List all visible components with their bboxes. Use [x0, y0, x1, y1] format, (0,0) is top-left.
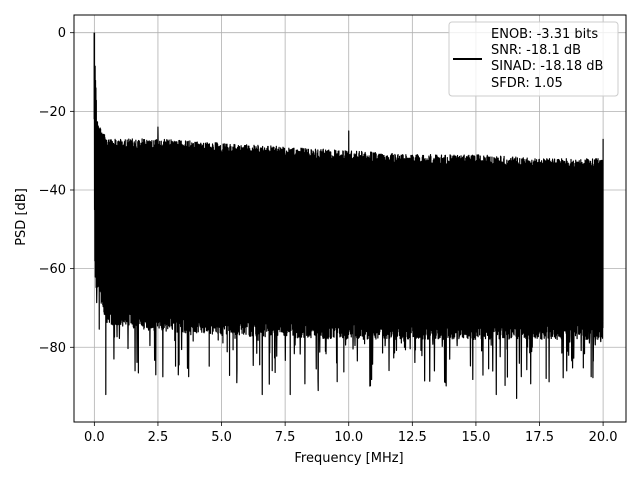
- x-tick-label: 10.0: [334, 430, 363, 445]
- x-axis: 0.0 2.5 5.0 7.5 10.0 12.5 15.0 17.5 20.0: [84, 422, 618, 445]
- legend-entry-enob: ENOB: -3.31 bits: [491, 27, 598, 42]
- y-tick-label: −60: [39, 262, 66, 277]
- x-tick-label: 7.5: [275, 430, 296, 445]
- plot-area: [73, 14, 627, 423]
- y-tick-label: −80: [39, 341, 66, 356]
- x-tick-label: 12.5: [398, 430, 427, 445]
- legend-entry-sinad: SINAD: -18.18 dB: [491, 59, 603, 74]
- legend-entry-sfdr: SFDR: 1.05: [491, 76, 563, 91]
- y-tick-label: −20: [39, 105, 66, 120]
- legend-box: [448, 21, 619, 97]
- x-axis-label: Frequency [MHz]: [294, 451, 403, 466]
- x-tick-label: 5.0: [211, 430, 232, 445]
- y-axis: 0 −20 −40 −60 −80: [39, 26, 74, 356]
- y-tick-label: 0: [58, 26, 66, 41]
- legend: ENOB: -3.31 bits SNR: -18.1 dB SINAD: -1…: [448, 21, 619, 97]
- y-tick-label: −40: [39, 183, 66, 198]
- x-tick-label: 17.5: [525, 430, 554, 445]
- x-tick-label: 20.0: [589, 430, 618, 445]
- x-tick-label: 0.0: [84, 430, 105, 445]
- psd-series-line: [93, 32, 604, 400]
- x-tick-label: 15.0: [461, 430, 490, 445]
- plot-frame: [73, 14, 627, 423]
- y-axis-label: PSD [dB]: [14, 188, 29, 246]
- legend-entry-snr: SNR: -18.1 dB: [491, 43, 581, 58]
- x-tick-label: 2.5: [148, 430, 169, 445]
